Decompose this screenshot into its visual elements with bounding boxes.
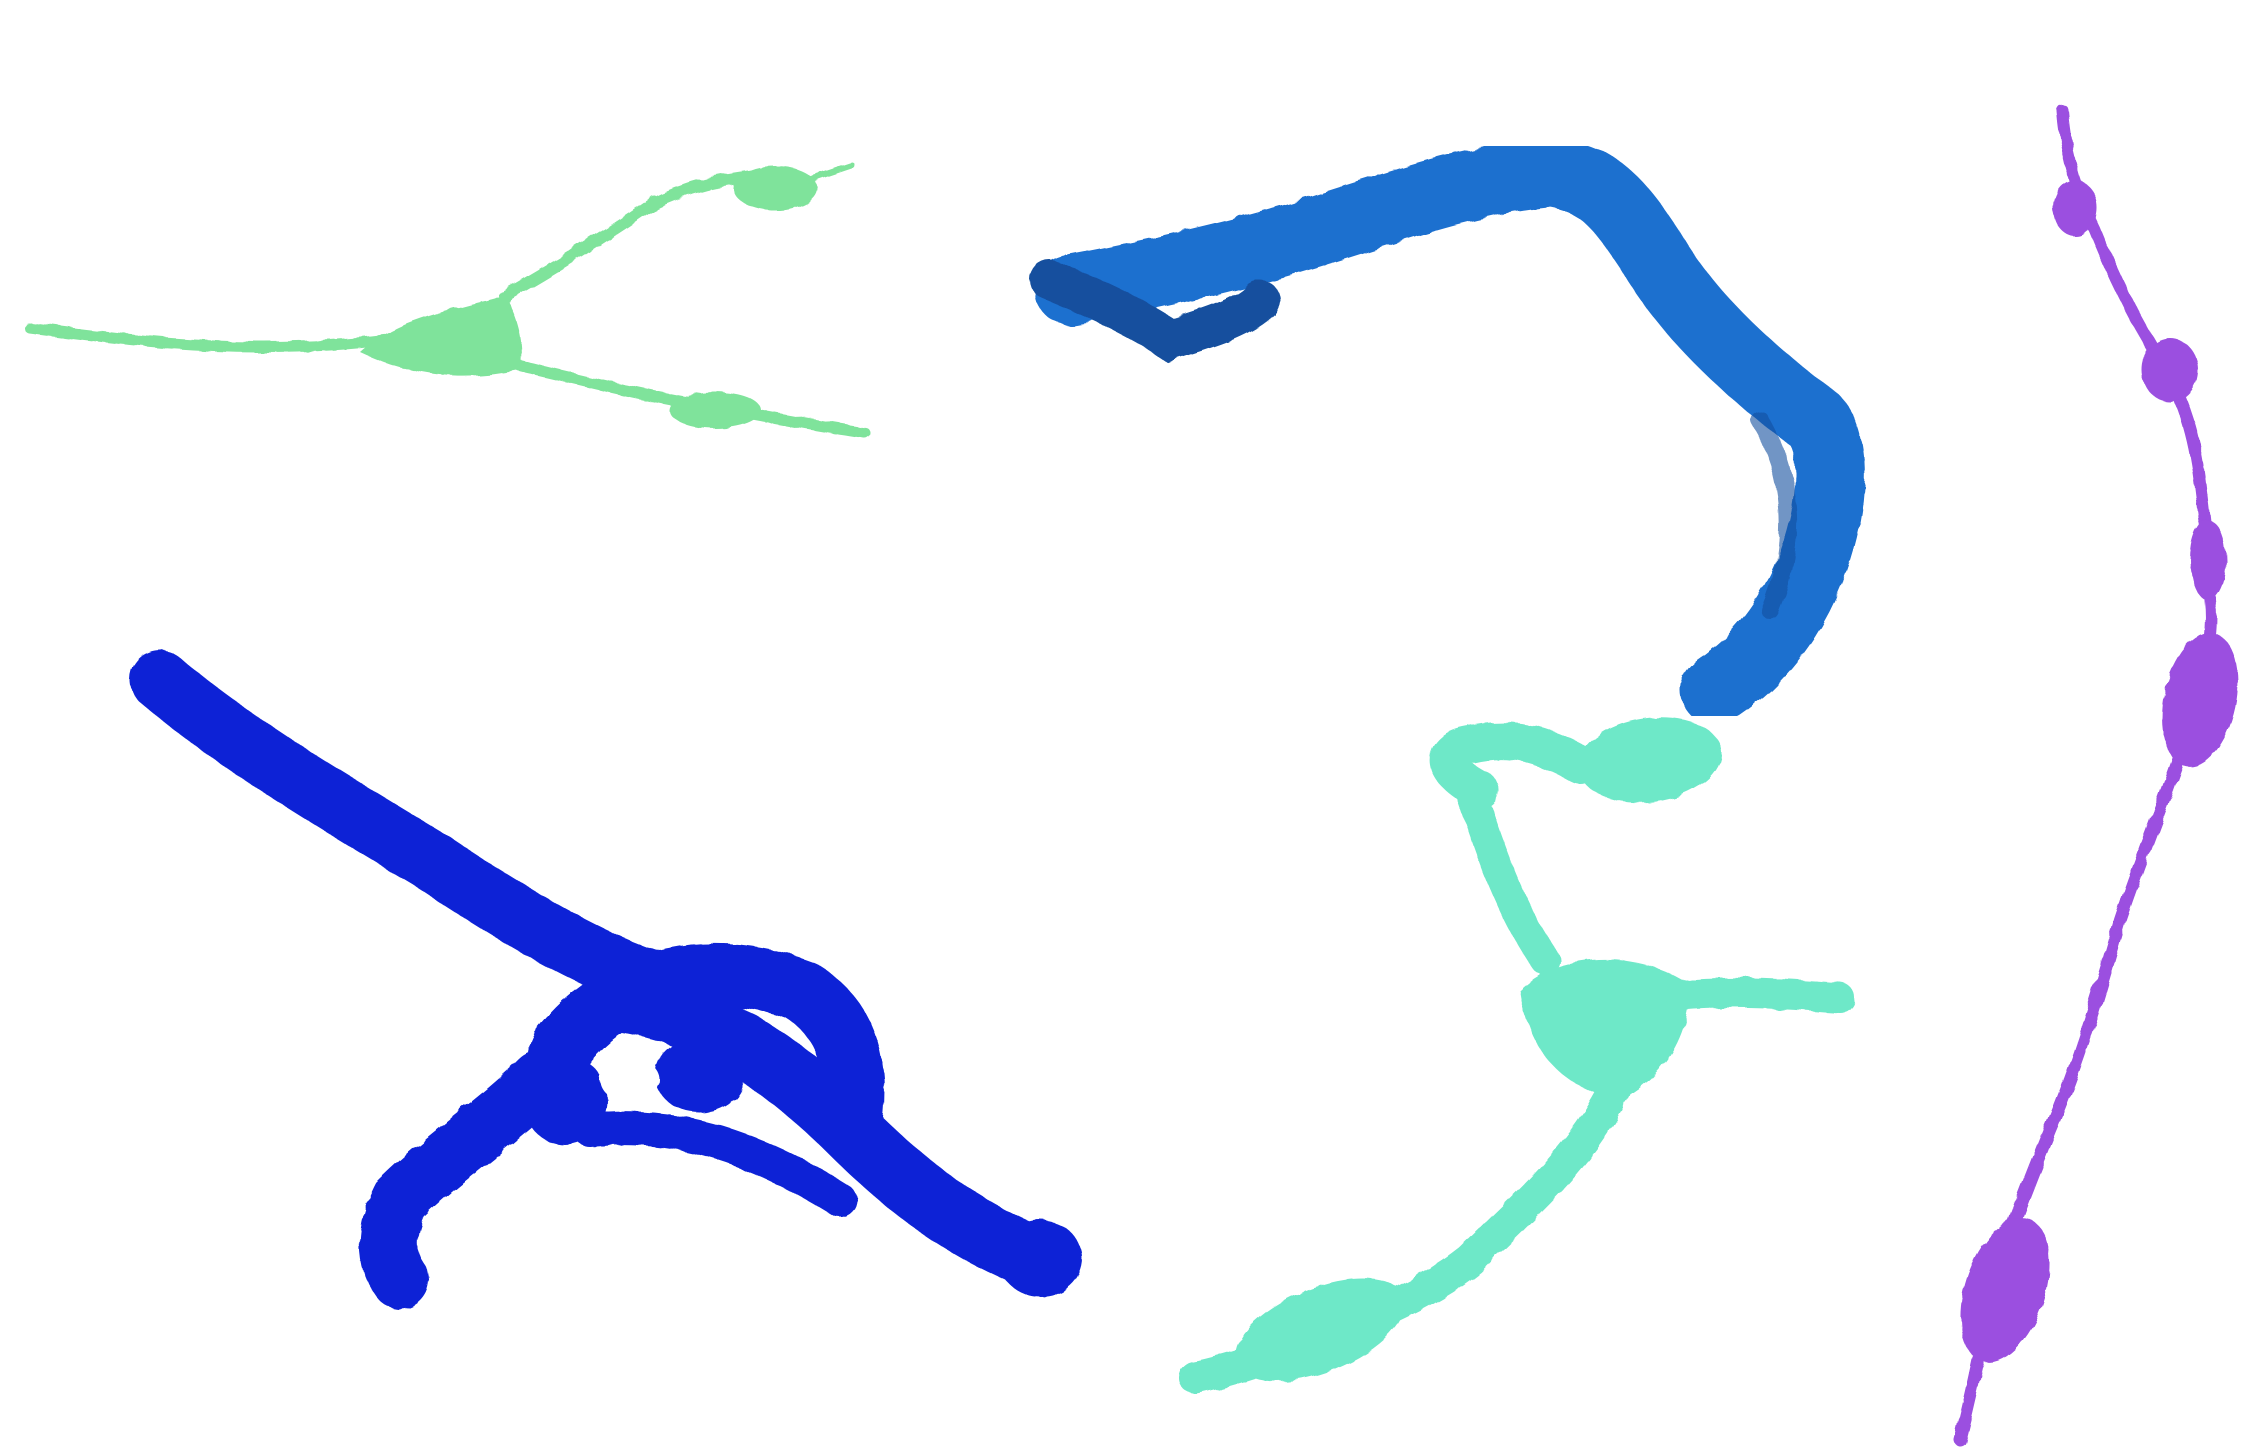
aquamarine-branched-cell: [1179, 717, 1855, 1394]
royal-blue-elongated-cell: [1030, 137, 1865, 725]
green-bipolar-cell: [24, 162, 871, 439]
purple-beaded-fiber: [1954, 104, 2238, 1446]
deep-blue-looped-cell: [130, 650, 1082, 1309]
